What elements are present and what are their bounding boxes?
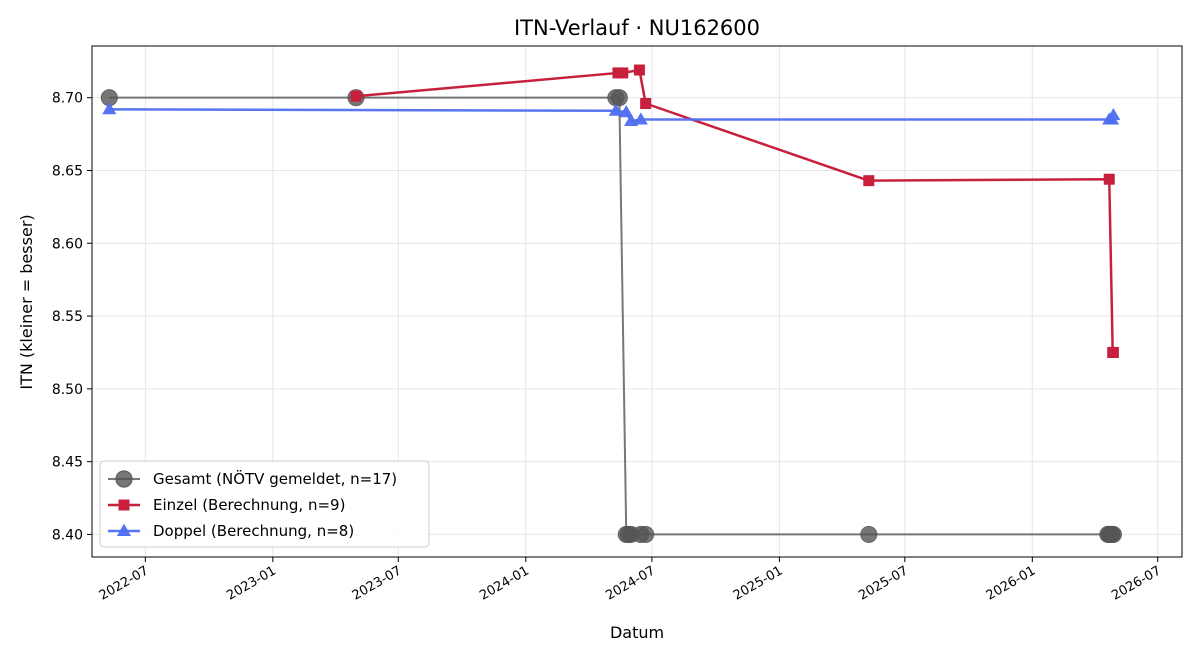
y-tick-label: 8.50 bbox=[52, 382, 83, 398]
series-group bbox=[100, 64, 1122, 544]
data-point-doppel bbox=[633, 112, 648, 125]
data-point-gesamt bbox=[1104, 525, 1122, 544]
chart-title: ITN-Verlauf · NU162600 bbox=[514, 16, 760, 40]
y-tick-label: 8.40 bbox=[52, 527, 83, 543]
legend-label-doppel: Doppel (Berechnung, n=8) bbox=[153, 522, 354, 540]
y-axis-ticks: 8.40 8.45 8.50 8.55 8.60 8.65 8.70 bbox=[52, 91, 92, 543]
legend-marker-gesamt bbox=[115, 470, 133, 488]
data-point-gesamt bbox=[860, 525, 878, 544]
legend-box bbox=[99, 460, 430, 548]
y-tick-label: 8.45 bbox=[52, 455, 83, 471]
y-tick-label: 8.70 bbox=[52, 91, 83, 107]
series-doppel bbox=[102, 102, 1121, 126]
legend-label-einzel: Einzel (Berechnung, n=9) bbox=[153, 496, 345, 514]
data-point-doppel bbox=[619, 105, 634, 118]
x-axis-label: Datum bbox=[610, 623, 664, 642]
y-tick-label: 8.65 bbox=[52, 163, 83, 179]
data-point-einzel bbox=[633, 64, 645, 76]
data-point-einzel bbox=[1107, 346, 1119, 358]
data-point-gesamt bbox=[637, 525, 655, 544]
data-point-einzel bbox=[1103, 173, 1115, 185]
data-point-einzel bbox=[617, 67, 629, 79]
y-tick-label: 8.60 bbox=[52, 236, 83, 252]
data-point-doppel bbox=[608, 103, 623, 116]
data-point-einzel bbox=[640, 98, 652, 110]
series-einzel bbox=[350, 64, 1119, 358]
legend-marker-doppel bbox=[116, 523, 132, 536]
legend-marker-einzel bbox=[118, 499, 130, 511]
legend-label-gesamt: Gesamt (NÖTV gemeldet, n=17) bbox=[153, 469, 397, 488]
data-point-doppel bbox=[624, 113, 639, 126]
data-point-doppel bbox=[1106, 107, 1121, 121]
plot-frame bbox=[91, 45, 1183, 558]
legend: Gesamt (NÖTV gemeldet, n=17) Einzel (Bere… bbox=[99, 460, 430, 548]
data-point-einzel bbox=[863, 175, 875, 187]
y-axis-label: ITN (kleiner = besser) bbox=[17, 214, 36, 389]
data-point-einzel bbox=[350, 90, 362, 102]
data-point-gesamt bbox=[610, 89, 628, 107]
y-tick-label: 8.55 bbox=[52, 309, 83, 325]
data-point-doppel bbox=[102, 102, 117, 115]
